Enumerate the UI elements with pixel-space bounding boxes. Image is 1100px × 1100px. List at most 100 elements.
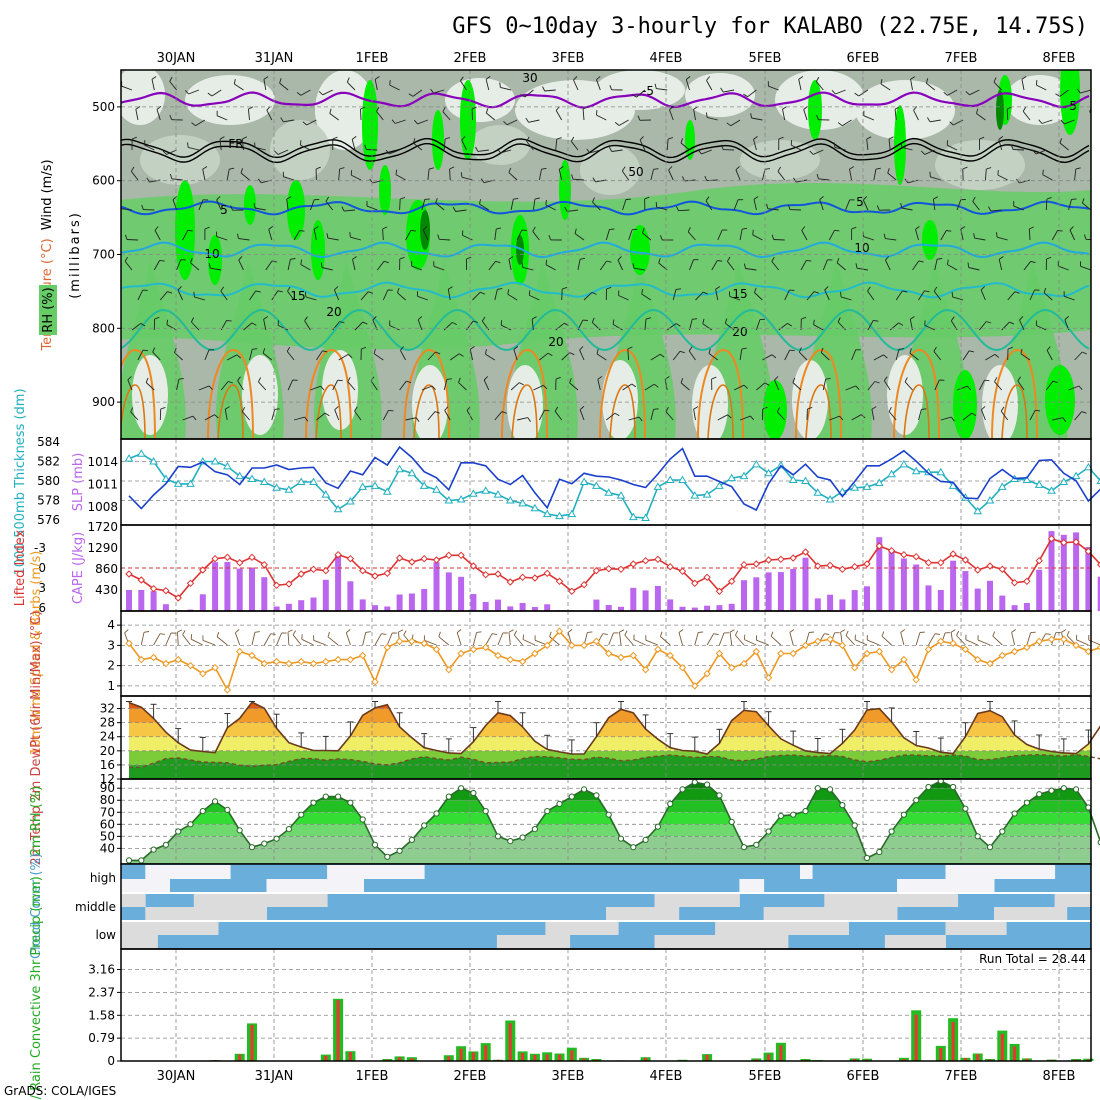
clear-cell: [157, 921, 170, 935]
thickness-point: [1084, 462, 1093, 471]
clear-cell: [157, 865, 170, 879]
clear-cell: [969, 865, 983, 879]
bottom-date-label: 2FEB: [454, 1069, 487, 1084]
clear-cell: [897, 935, 910, 949]
rh-point: [175, 828, 182, 835]
precip-conv-bar: [250, 1024, 254, 1061]
thickness-point: [1059, 477, 1069, 485]
clear-cell: [981, 865, 995, 879]
bottom-date-label: 8FEB: [1043, 1069, 1076, 1084]
clear-cell: [787, 921, 801, 935]
clear-cell: [739, 935, 752, 949]
contour-label: 50: [628, 165, 643, 179]
clear-cell: [290, 893, 304, 907]
rh-point: [298, 811, 305, 818]
lifted-index-point: [998, 565, 1007, 574]
cape-bar: [1048, 531, 1055, 611]
lifted-index-point: [850, 562, 859, 571]
cape-bar: [618, 606, 624, 611]
axis-tick-label: 1290: [87, 541, 118, 555]
cape-bar: [814, 598, 821, 611]
thickness-point: [788, 475, 798, 483]
wind-speed-point: [395, 637, 404, 646]
lifted-index-point: [826, 561, 834, 570]
clear-cell: [606, 907, 619, 921]
rh-point: [851, 822, 858, 829]
lifted-index-point: [777, 555, 785, 564]
wind-speed-point: [777, 649, 785, 658]
rh-point: [556, 800, 563, 808]
wind-barb: [608, 632, 614, 646]
axis-tick-label: 90: [100, 781, 115, 795]
wind-speed-point: [580, 641, 588, 650]
thickness-point: [555, 511, 564, 520]
top-date-label: 5FEB: [749, 51, 782, 66]
rh-point: [162, 841, 169, 848]
cape-bar: [507, 606, 514, 611]
rh-point: [950, 783, 957, 791]
rh-point: [396, 847, 403, 854]
clear-cell: [1054, 893, 1068, 907]
cape-bar: [335, 554, 342, 611]
thickness-point: [432, 485, 441, 493]
axis-tick-label: 1720: [87, 520, 118, 534]
axis-tick-label: 1014: [87, 455, 118, 469]
lifted-index-point: [506, 578, 515, 586]
clear-cell: [666, 907, 680, 921]
axis-tick-label: 576: [37, 513, 60, 527]
clear-cell: [181, 921, 195, 935]
rh-point: [359, 816, 366, 823]
wind-speed-point: [1047, 635, 1056, 644]
cape-bar: [728, 603, 735, 611]
wind-speed-point: [149, 653, 158, 662]
axis-tick-label: 582: [37, 455, 60, 469]
cape-bar: [1011, 605, 1018, 611]
clear-cell: [218, 893, 231, 907]
wind10m-axis: 1 2 3 4: [107, 618, 121, 693]
cape-bar: [974, 588, 981, 611]
cape-bar: [864, 586, 870, 611]
contour-label: 15: [732, 287, 747, 301]
cape-bars: [126, 531, 1100, 611]
lifted-index-point: [949, 550, 957, 558]
cloud-cover-axis-label: Cloud Cover (%): [29, 853, 44, 959]
clear-cell: [630, 907, 643, 921]
clear-cell: [824, 921, 837, 935]
rh-point: [384, 853, 391, 860]
thickness-point: [505, 496, 515, 504]
thickness-point: [407, 468, 417, 477]
lifted-index-axis-label: Lifted Index: [13, 529, 28, 606]
clear-cell: [242, 907, 255, 921]
cape-bar: [704, 605, 711, 611]
bottom-date-label: 5FEB: [749, 1069, 782, 1084]
run-total-label: Run Total = 28.44: [979, 952, 1086, 966]
thickness-point: [862, 482, 872, 490]
clear-cell: [145, 935, 158, 949]
clear-cell: [339, 865, 352, 879]
axis-tick-label: 24: [100, 730, 115, 744]
wind-barb: [789, 632, 794, 646]
thickness-point: [641, 513, 650, 521]
rh-point: [802, 808, 809, 815]
rh-point: [679, 786, 686, 793]
rh-point: [199, 808, 206, 815]
wind-speed-point: [666, 651, 674, 660]
clear-cell: [933, 879, 946, 893]
rh-point: [999, 828, 1006, 835]
thickness-point: [727, 473, 737, 482]
lifted-index-point: [309, 565, 318, 574]
precip-conv-bar: [410, 1058, 414, 1061]
cape-bar: [630, 587, 637, 611]
clear-cell: [169, 921, 183, 935]
wind-speed-point: [211, 663, 219, 672]
cape-bar: [236, 568, 243, 611]
wind-barb: [1076, 639, 1089, 646]
rh2m-axis-label: 2m RH (%): [29, 786, 44, 857]
clear-cell: [715, 921, 728, 935]
wind-speed-point: [420, 639, 428, 648]
clear-cell: [412, 865, 425, 879]
rh-point: [519, 834, 526, 841]
cape-bar: [765, 572, 772, 611]
rh-axis-label: RH (%): [41, 287, 56, 332]
slp-series: [128, 445, 1100, 512]
